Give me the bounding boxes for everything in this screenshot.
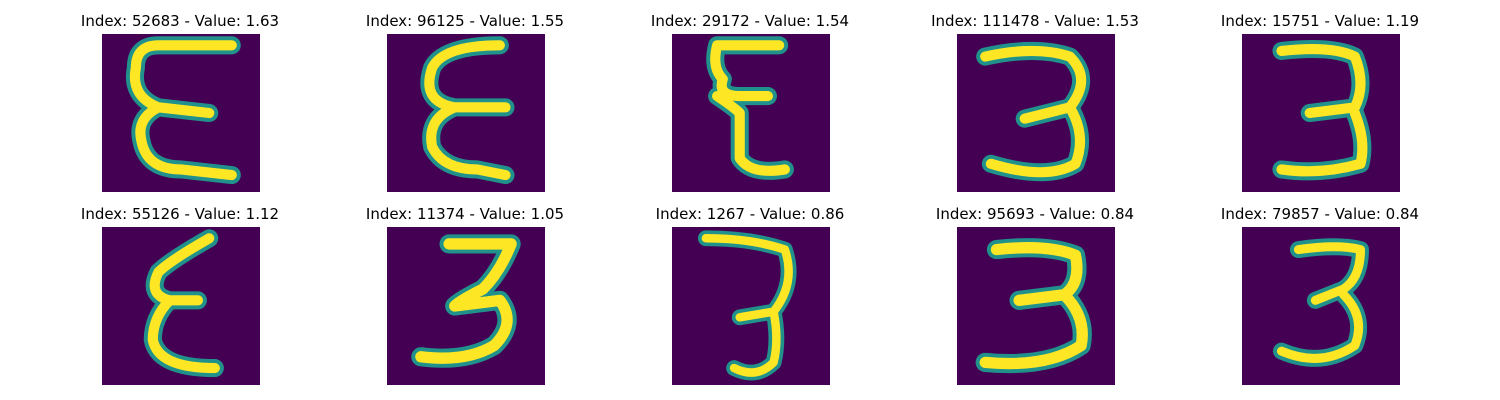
digit-image xyxy=(957,227,1115,385)
panel-title: Index: 1267 - Value: 0.86 xyxy=(610,205,890,223)
digit-image xyxy=(387,227,545,385)
panel-title: Index: 52683 - Value: 1.63 xyxy=(40,12,320,30)
digit-image xyxy=(102,34,260,192)
digit-image xyxy=(957,34,1115,192)
panel-title: Index: 96125 - Value: 1.55 xyxy=(325,12,605,30)
digit-image xyxy=(672,227,830,385)
panel-title: Index: 111478 - Value: 1.53 xyxy=(895,12,1175,30)
panel-title: Index: 95693 - Value: 0.84 xyxy=(895,205,1175,223)
digit-image xyxy=(672,34,830,192)
digit-image xyxy=(1242,227,1400,385)
panel-title: Index: 11374 - Value: 1.05 xyxy=(325,205,605,223)
panel-title: Index: 29172 - Value: 1.54 xyxy=(610,12,890,30)
panel-title: Index: 55126 - Value: 1.12 xyxy=(40,205,320,223)
digit-image xyxy=(1242,34,1400,192)
digit-image xyxy=(102,227,260,385)
panel-title: Index: 15751 - Value: 1.19 xyxy=(1180,12,1460,30)
panel-title: Index: 79857 - Value: 0.84 xyxy=(1180,205,1460,223)
digit-image xyxy=(387,34,545,192)
